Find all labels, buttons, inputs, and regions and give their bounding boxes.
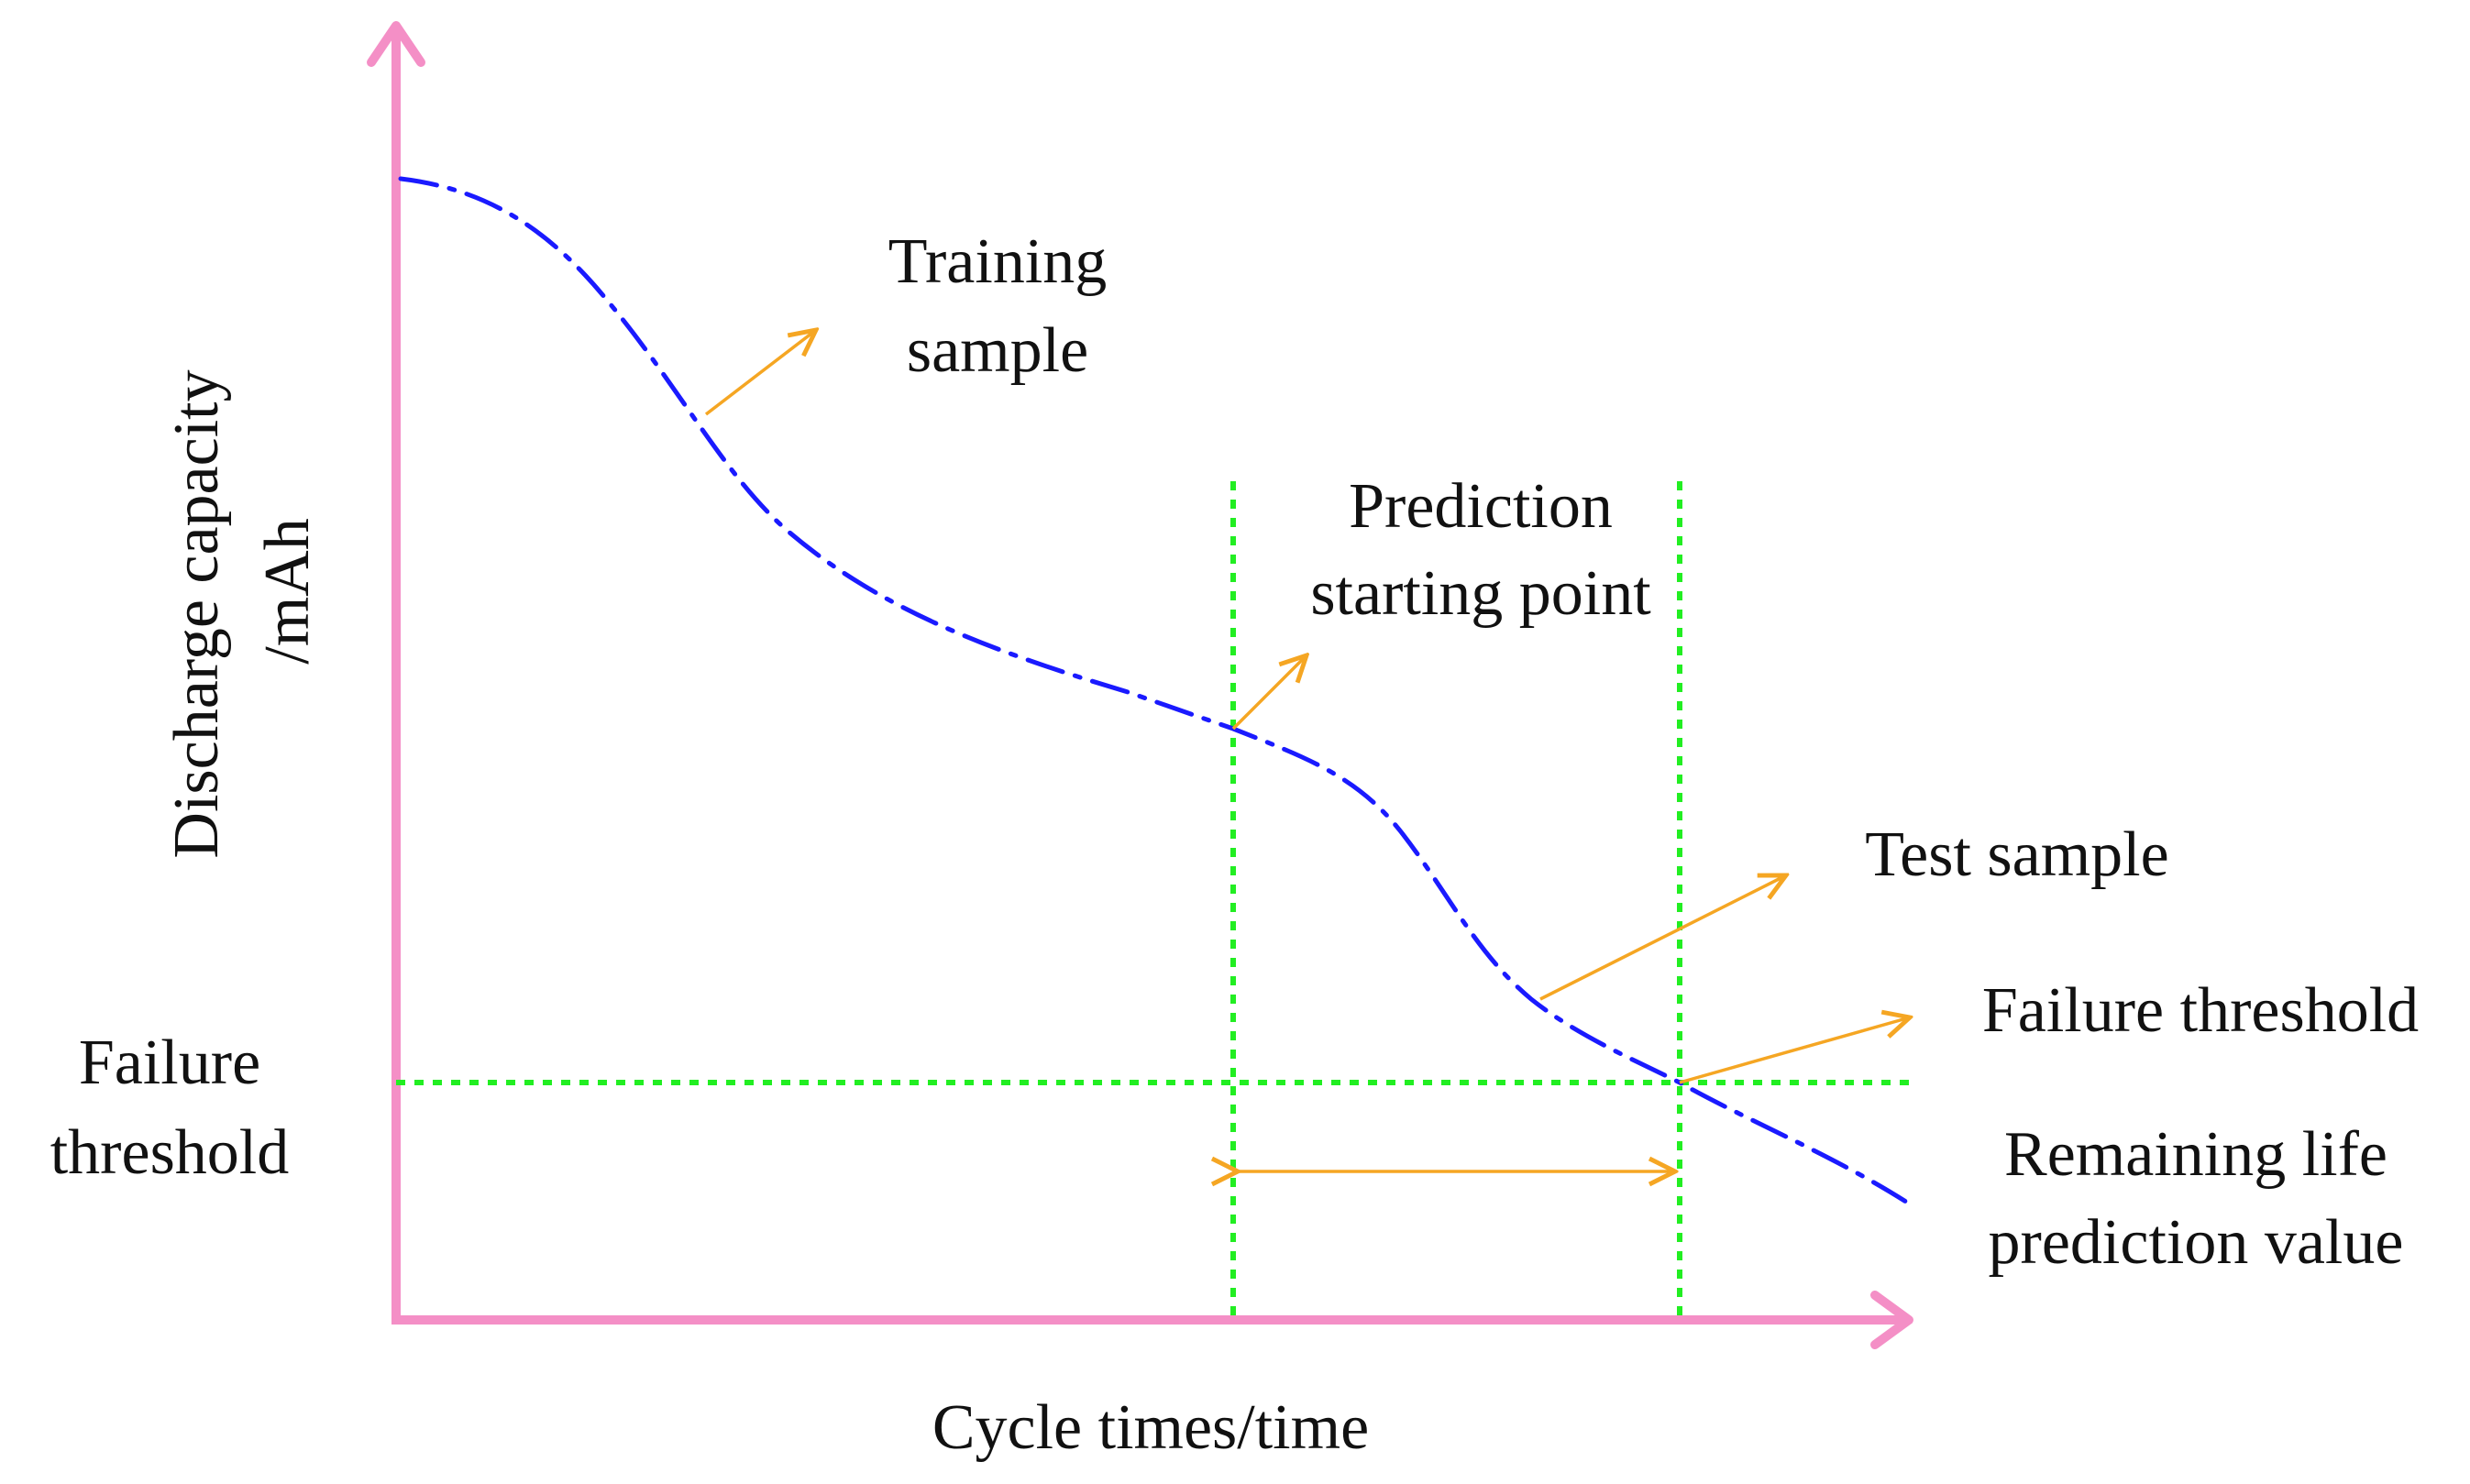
- failure-threshold-left-label-line2: threshold: [50, 1117, 290, 1188]
- training-sample-label-line2: sample: [907, 315, 1088, 386]
- prediction-start-label-line2: starting point: [1310, 558, 1651, 629]
- test-sample-arrow: [1539, 875, 1786, 1001]
- guide-lines: [396, 481, 1909, 1320]
- training-sample-arrow: [704, 330, 816, 416]
- y-axis-label-line1: Discharge capacity: [161, 369, 232, 858]
- prediction-start-label-line1: Prediction: [1349, 471, 1613, 542]
- remaining-life-label-line2: prediction value: [1989, 1207, 2404, 1278]
- failure-threshold-right-label: Failure threshold: [1982, 975, 2419, 1046]
- prediction-start-arrow: [1231, 655, 1307, 731]
- x-axis-label: Cycle times/time: [932, 1392, 1369, 1463]
- test-sample-label: Test sample: [1865, 819, 2168, 890]
- y-axis-label-line2: /mAh: [252, 518, 323, 664]
- annotation-arrows: [704, 330, 1910, 1171]
- training-sample-label-line1: Training: [888, 226, 1108, 297]
- remaining-life-label-line1: Remaining life: [2004, 1119, 2387, 1190]
- capacity-degradation-curve: [398, 176, 1914, 1208]
- y-axis-arrowhead: [367, 21, 425, 67]
- axes: [367, 21, 1913, 1349]
- failure-threshold-left-label-line1: Failure: [79, 1028, 260, 1098]
- failure-threshold-arrow: [1679, 1017, 1910, 1084]
- x-axis-arrowhead: [1870, 1291, 1913, 1349]
